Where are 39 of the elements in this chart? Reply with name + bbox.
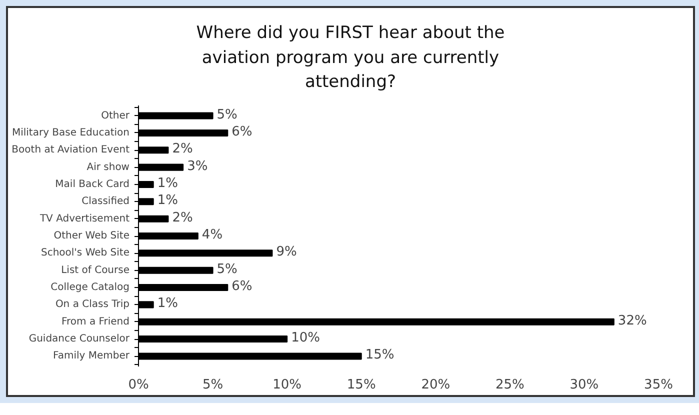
chart-title: Where did you FIRST hear about the aviation program you are currently attending?	[196, 22, 505, 94]
y-tick-label: School's Web Site	[40, 248, 130, 259]
data-label: 5%	[216, 107, 238, 122]
x-tick-label: 0%	[128, 377, 149, 392]
x-tick-label: 20%	[421, 377, 450, 392]
x-tick-label: 15%	[346, 377, 376, 392]
y-tick-label: Air show	[86, 162, 130, 173]
data-label: 1%	[157, 193, 178, 208]
y-tick-label: College Catalog	[50, 282, 130, 293]
x-tick-label: 30%	[570, 377, 599, 392]
data-label: 32%	[618, 313, 647, 328]
data-label: 4%	[202, 227, 223, 242]
y-tick-label: Guidance Counselor	[28, 333, 130, 344]
data-label: 2%	[172, 210, 193, 226]
y-tick-label: Military Base Education	[12, 127, 130, 138]
y-tick-label: Other Web Site	[54, 230, 130, 242]
data-label: 1%	[157, 176, 178, 191]
y-tick-label: TV Advertisement	[38, 213, 130, 224]
data-label: 1%	[157, 296, 178, 312]
x-tick-label: 5%	[202, 377, 224, 392]
data-label: 6%	[232, 124, 252, 140]
y-tick-label: From a Friend	[61, 316, 130, 328]
y-tick-label: Family Member	[53, 350, 130, 362]
data-label: 15%	[365, 348, 394, 363]
y-tick-label: Other	[101, 110, 130, 122]
y-tick-label: Booth at Aviation Event	[12, 144, 130, 156]
x-tick-label: 25%	[495, 377, 524, 392]
x-tick-label: 10%	[272, 377, 302, 392]
data-label: 9%	[276, 244, 297, 260]
x-tick-label: 35%	[644, 377, 673, 392]
data-label: 2%	[172, 142, 193, 157]
y-tick-label: Mail Back Card	[55, 178, 130, 190]
data-label: 6%	[232, 278, 252, 294]
y-tick-label: On a Class Trip	[55, 299, 130, 310]
data-label: 10%	[291, 330, 320, 346]
data-label: 5%	[216, 262, 238, 277]
y-tick-label: List of Course	[61, 264, 130, 276]
data-label: 3%	[187, 158, 208, 174]
y-tick-label: Classified	[82, 196, 130, 208]
